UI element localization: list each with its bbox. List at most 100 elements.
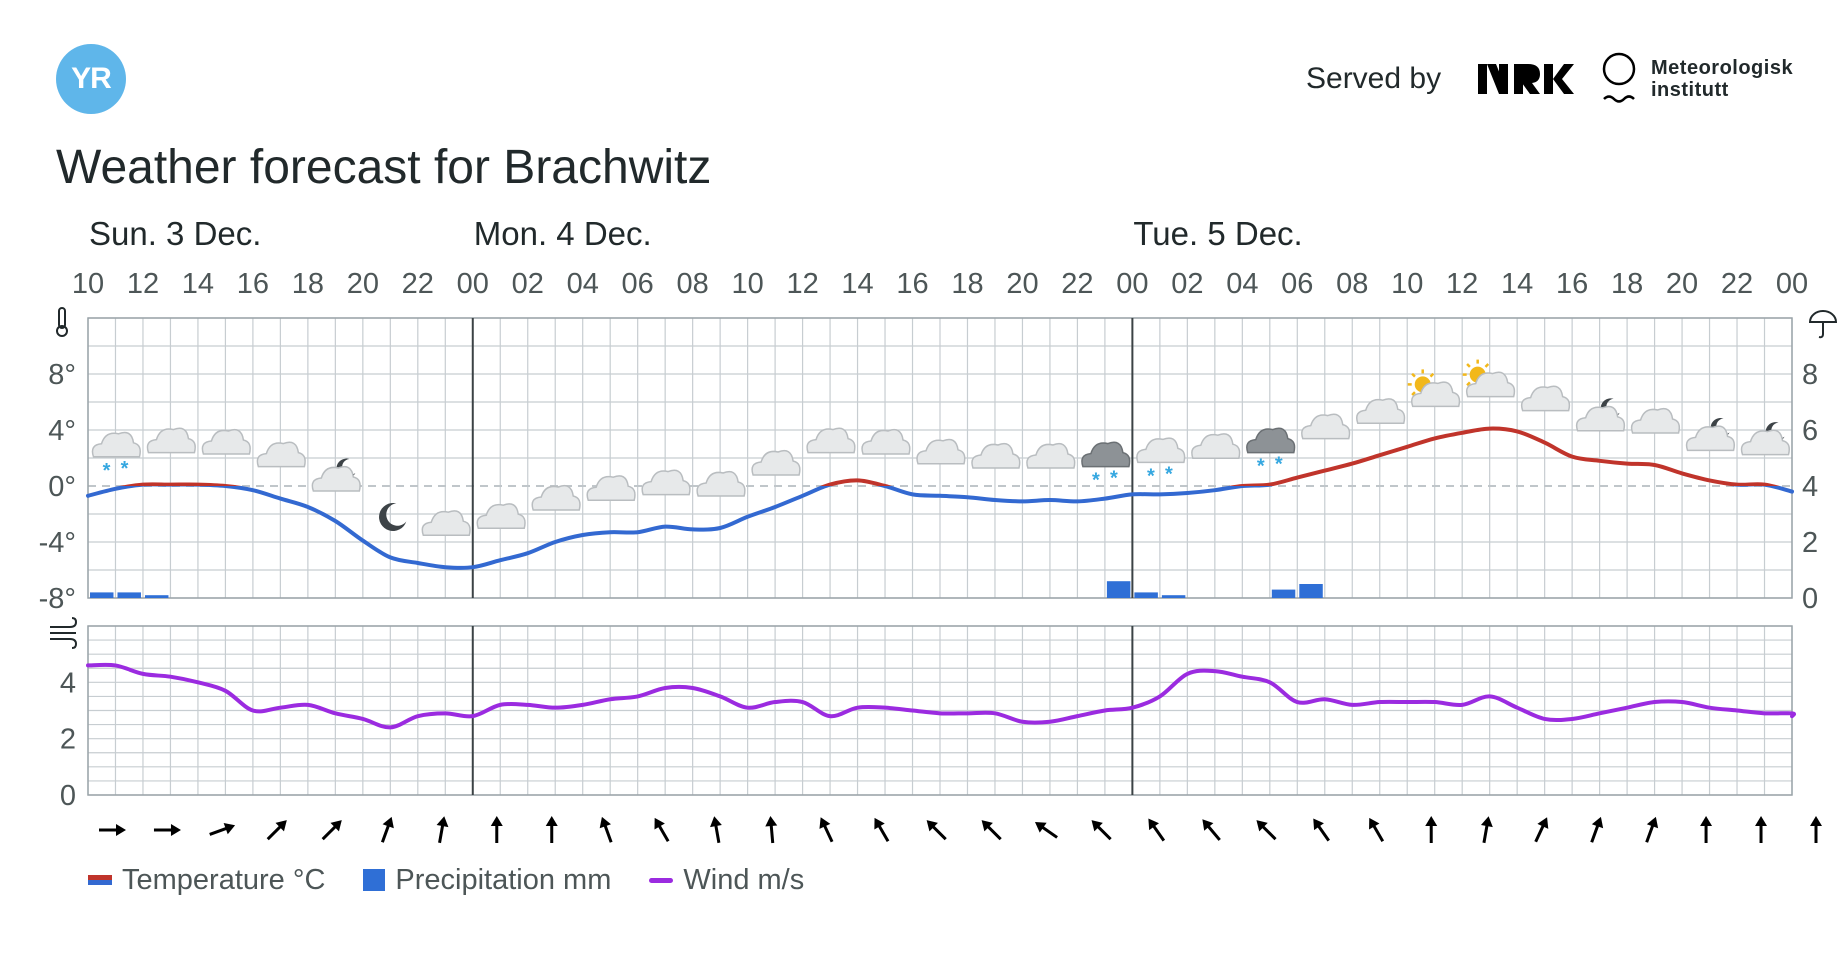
arrow-head: [1480, 816, 1493, 828]
day-label: Tue. 5 Dec.: [1133, 215, 1302, 252]
cloud-shape: [1246, 427, 1296, 454]
arrow-head: [599, 816, 611, 829]
precip-axis-label: 2: [1802, 527, 1818, 559]
cloud-icon: [641, 469, 691, 496]
cloud-shape: [1410, 381, 1461, 408]
cloud-icon: [256, 441, 306, 468]
hour-tick-label: 22: [1061, 268, 1093, 300]
cloud-icon: [146, 427, 196, 454]
wind-direction-arrow: [981, 820, 1002, 841]
sun-ray: [1411, 391, 1416, 396]
arrow-head: [765, 816, 778, 827]
moon-shape: [379, 503, 407, 532]
wind-panel-border: [87, 625, 1793, 796]
cloud-shape: [91, 431, 141, 458]
cloud-icon: [201, 428, 251, 455]
cloud-shape: [146, 427, 196, 454]
wind-direction-arrow: [1755, 816, 1768, 843]
cloud-icon: [1630, 407, 1681, 434]
page-title: Weather forecast for Brachwitz: [56, 141, 712, 194]
dark-cloud-snow-icon: * *: [1081, 441, 1131, 492]
arrow-head: [1256, 820, 1268, 832]
umbrella-handle: [1818, 322, 1824, 339]
yr-logo[interactable]: YR: [56, 44, 126, 114]
snowflake: *: [103, 460, 111, 482]
hour-tick-label: 10: [1391, 268, 1423, 300]
precipitation-bar: [90, 592, 114, 598]
cloud-icon: [1355, 398, 1406, 424]
arrow-head: [1202, 819, 1214, 831]
wind-direction-arrow: [1202, 819, 1221, 841]
met-institute-label[interactable]: Meteorologisk institutt: [1651, 57, 1793, 101]
snowflake: *: [1110, 468, 1118, 490]
hour-tick-label: 06: [622, 268, 654, 300]
hour-tick-label: 22: [402, 268, 434, 300]
wind-direction-arrow: [1534, 817, 1549, 843]
hour-tick-label: 12: [1446, 268, 1478, 300]
precipitation-bar: [1271, 589, 1296, 598]
hour-tick-label: 20: [1666, 268, 1698, 300]
wind-direction-arrow: [1590, 816, 1604, 843]
cloud-shape: [751, 449, 801, 476]
temperature-line-cold: [86, 486, 1794, 570]
hour-tick-label: 12: [786, 268, 818, 300]
cloud-icon: [971, 442, 1021, 469]
arrow-head: [710, 816, 722, 828]
wind-direction-arrow: [436, 816, 449, 844]
cloud-shape: [641, 469, 691, 496]
arrow-head: [436, 816, 449, 828]
arrow-head: [545, 816, 558, 826]
cloud-shape: [806, 427, 856, 454]
arrow-head: [1646, 816, 1659, 829]
legend-temperature: Temperature °C: [88, 864, 325, 897]
cloud-shape: [971, 442, 1021, 469]
snowflake: *: [1275, 454, 1283, 476]
precipitation-bar: [117, 592, 141, 598]
legend-temperature-label: Temperature °C: [122, 863, 326, 896]
hour-tick-label: 10: [72, 268, 104, 300]
cloud-icon: [751, 449, 801, 476]
cloud-shape: [1575, 405, 1626, 432]
met-logo-icon: [1602, 52, 1636, 103]
cloud-shape: [1740, 429, 1791, 456]
wind-direction-arrow: [209, 822, 236, 836]
precipitation-bar: [1299, 584, 1323, 598]
hour-tick-label: 06: [1281, 268, 1313, 300]
arrow-head: [170, 824, 181, 836]
moon-cloud-icon: [1740, 422, 1791, 456]
wind-line: [86, 662, 1797, 730]
arrow-head: [874, 817, 885, 830]
dark-cloud-snow-icon: * *: [1246, 427, 1296, 478]
wind-direction-arrow: [710, 816, 722, 844]
cloud-shape: [1026, 442, 1076, 469]
snowflake: *: [121, 458, 129, 480]
hour-tick-label: 02: [512, 268, 544, 300]
hour-tick-label: 20: [347, 268, 379, 300]
precip-axis-label: 6: [1802, 415, 1818, 447]
wind-axis-label: 0: [60, 780, 76, 812]
hour-tick-label: 00: [1776, 268, 1808, 300]
arrow-head: [1148, 818, 1160, 831]
sun-ray: [1466, 381, 1471, 387]
arrow-head: [1425, 816, 1438, 826]
precipitation-bar: [1134, 592, 1158, 598]
wind-direction-arrow: [1425, 816, 1438, 843]
cloud-shape: [476, 503, 526, 529]
nrk-logo[interactable]: [1478, 64, 1574, 94]
temperature-swatch: [88, 875, 112, 885]
hour-tick-label: 22: [1721, 268, 1753, 300]
hour-tick-label: 16: [1556, 268, 1588, 300]
wind-direction-arrow: [926, 820, 947, 841]
arrow-head: [1700, 816, 1713, 826]
precipitation-bar: [1106, 581, 1131, 598]
cloud-shape: [586, 475, 636, 501]
hour-tick-label: 20: [1006, 268, 1038, 300]
sun-cloud-icon: [1462, 359, 1516, 398]
hour-tick-label: 02: [1171, 268, 1203, 300]
thermometer-stem: [58, 307, 66, 329]
hour-tick-label: 00: [1116, 268, 1148, 300]
hour-tick-label: 08: [677, 268, 709, 300]
cloud-snow-icon: * *: [91, 431, 141, 482]
cloud-icon: [421, 510, 471, 536]
cloud-shape: [421, 510, 471, 536]
